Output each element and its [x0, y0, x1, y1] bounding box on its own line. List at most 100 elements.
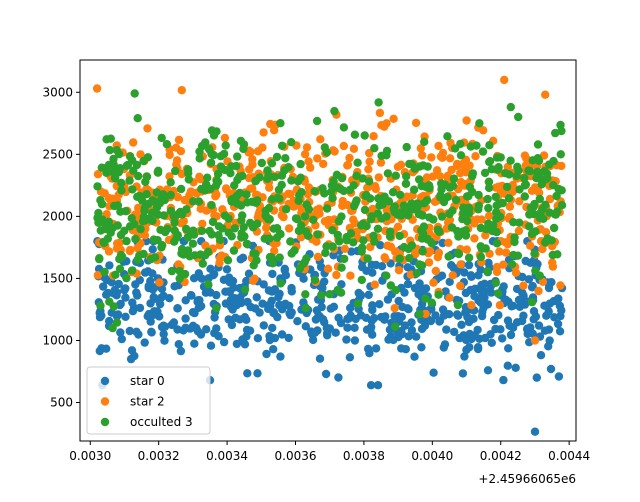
- data-point: [252, 293, 261, 302]
- data-point: [150, 308, 160, 317]
- data-point: [277, 330, 287, 339]
- data-point: [244, 269, 254, 278]
- data-point: [115, 264, 125, 273]
- data-point: [529, 315, 538, 324]
- data-point: [132, 327, 141, 336]
- data-point: [242, 332, 251, 341]
- data-point: [427, 153, 436, 162]
- data-point: [473, 325, 482, 335]
- data-point: [103, 288, 113, 298]
- data-point: [230, 224, 239, 233]
- data-point: [412, 332, 421, 341]
- data-point: [370, 237, 379, 246]
- data-point: [503, 239, 512, 249]
- data-point: [346, 229, 356, 238]
- data-point: [152, 188, 161, 197]
- data-point: [321, 248, 330, 258]
- data-point: [394, 266, 404, 275]
- data-point: [276, 352, 285, 361]
- data-point: [417, 261, 427, 270]
- data-point: [533, 140, 543, 149]
- data-point: [284, 333, 293, 343]
- data-point: [189, 226, 198, 235]
- data-point: [198, 219, 207, 228]
- data-point: [236, 255, 245, 264]
- data-point: [203, 287, 212, 296]
- data-point: [213, 169, 223, 179]
- data-point: [484, 203, 493, 213]
- data-point: [287, 308, 296, 317]
- data-point: [525, 222, 534, 231]
- data-point: [443, 174, 452, 183]
- data-point: [413, 199, 422, 208]
- data-point: [216, 235, 225, 245]
- data-point: [239, 144, 248, 154]
- data-point: [557, 186, 566, 195]
- data-point: [374, 173, 383, 182]
- data-point: [483, 194, 492, 204]
- data-point: [187, 291, 196, 300]
- data-point: [197, 226, 207, 235]
- data-point: [323, 264, 333, 273]
- data-point: [353, 158, 362, 167]
- data-point: [318, 283, 327, 293]
- data-point: [365, 349, 374, 358]
- data-point: [195, 154, 204, 163]
- data-point: [203, 173, 212, 182]
- data-point: [492, 262, 502, 272]
- data-point: [249, 223, 258, 232]
- data-point: [535, 213, 544, 223]
- data-point: [194, 197, 204, 206]
- data-point: [122, 236, 131, 246]
- data-point: [245, 165, 254, 174]
- data-point: [167, 266, 177, 276]
- y-axis: 500 1000 1500 2000 2500 3000: [42, 85, 80, 410]
- data-point: [445, 277, 454, 286]
- y-tick-label: 1500: [42, 271, 73, 285]
- data-point: [370, 144, 379, 153]
- data-point: [536, 351, 546, 360]
- data-point: [534, 321, 544, 330]
- data-point: [302, 200, 311, 209]
- data-point: [322, 329, 332, 338]
- data-point: [93, 213, 102, 223]
- data-point: [340, 244, 350, 253]
- data-point: [374, 98, 383, 107]
- data-point: [549, 223, 559, 233]
- data-point: [140, 338, 149, 347]
- data-point: [202, 180, 211, 189]
- data-point: [130, 219, 139, 229]
- data-point: [470, 234, 479, 243]
- x-tick-label: 0.0034: [206, 449, 248, 463]
- data-point: [242, 325, 252, 335]
- data-point: [396, 190, 405, 200]
- data-point: [395, 254, 404, 263]
- data-point: [286, 237, 295, 246]
- data-point: [128, 307, 138, 316]
- data-point: [444, 252, 453, 261]
- data-point: [448, 206, 457, 215]
- data-point: [514, 295, 524, 305]
- data-point: [274, 185, 284, 194]
- data-point: [212, 324, 221, 333]
- data-point: [528, 281, 537, 291]
- data-point: [317, 302, 326, 312]
- data-point: [116, 230, 126, 240]
- data-point: [438, 305, 448, 314]
- data-point: [403, 279, 413, 289]
- data-point: [512, 171, 521, 181]
- data-point: [131, 280, 140, 289]
- data-point: [350, 323, 359, 332]
- legend[interactable]: star 0 star 2 occulted 3: [86, 366, 211, 435]
- data-point: [418, 151, 427, 160]
- data-point: [492, 153, 502, 162]
- data-point: [523, 329, 532, 339]
- data-point: [453, 248, 463, 258]
- data-point: [296, 159, 305, 169]
- data-point: [360, 205, 370, 215]
- data-point: [463, 216, 472, 226]
- data-point: [261, 206, 270, 215]
- data-point: [415, 309, 424, 319]
- data-point: [113, 221, 122, 230]
- data-point: [518, 272, 527, 282]
